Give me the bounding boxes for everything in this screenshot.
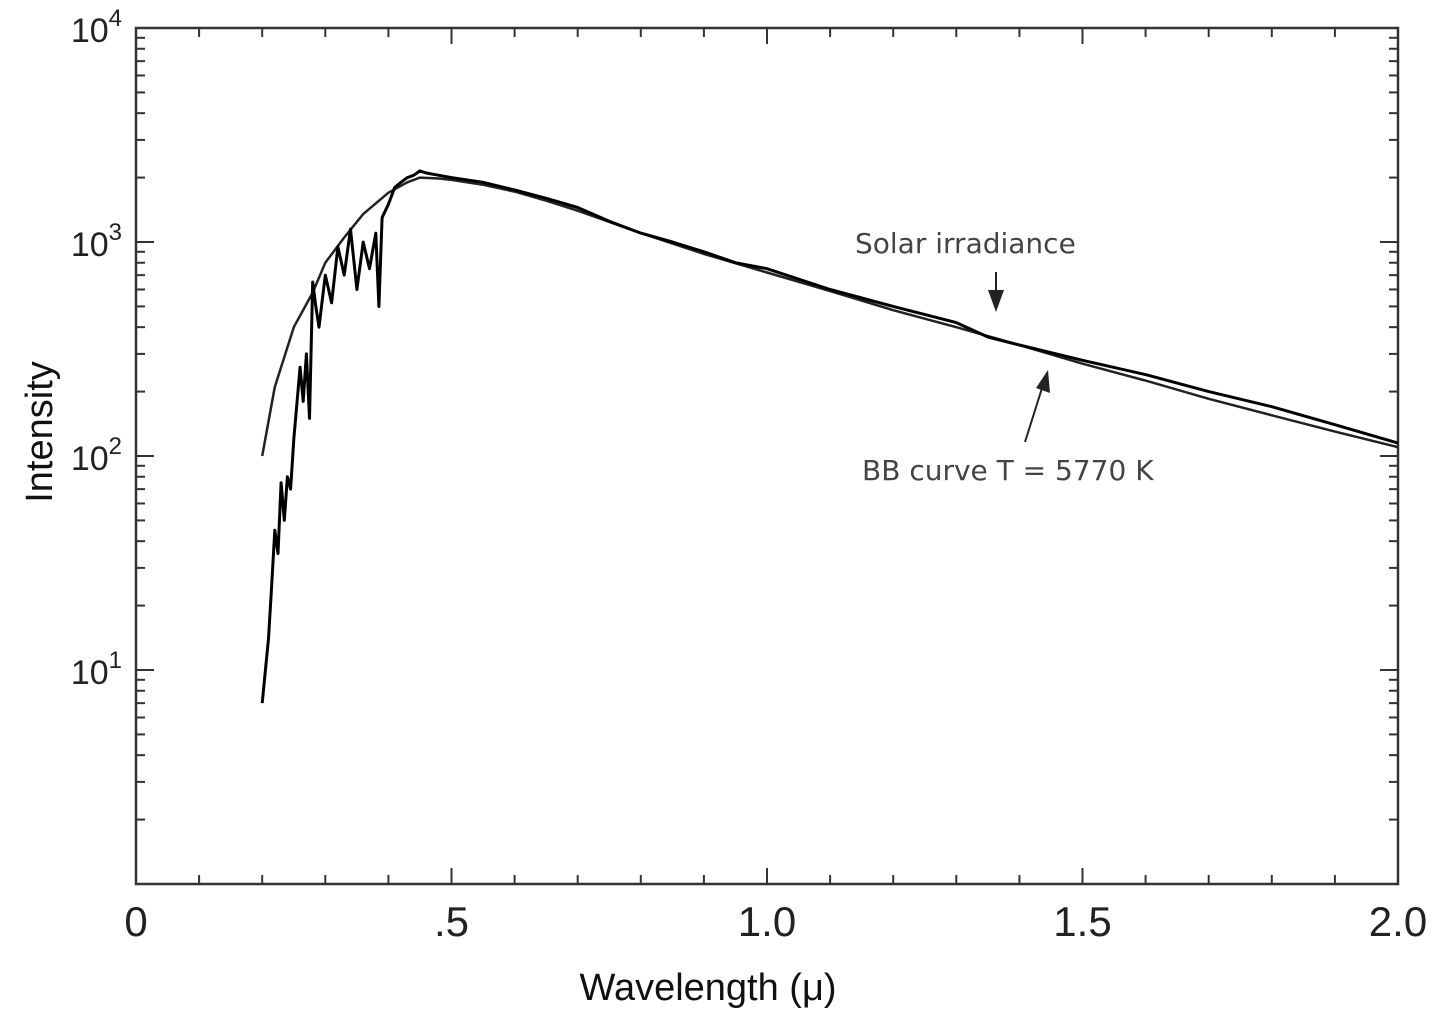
- y-axis-title: Intensity: [19, 361, 61, 503]
- tick-labels: 0 .5 1.0 1.5 2.0 101 102 103 104: [71, 5, 1427, 945]
- solar-irradiance-line: [260, 169, 1399, 704]
- y-tick-label: 101: [71, 647, 122, 692]
- y-tick-label: 103: [71, 219, 122, 264]
- y-tick-label: 104: [71, 5, 122, 50]
- x-tick-label: 2.0: [1369, 898, 1427, 945]
- y-tick-label: 102: [71, 433, 122, 478]
- x-tick-label: .5: [434, 898, 469, 945]
- x-tick-label: 1.0: [738, 898, 796, 945]
- x-tick-label: 0: [124, 898, 147, 945]
- solar-irradiance-annotation: Solar irradiance: [855, 227, 1076, 260]
- bb-curve-arrow-head: [1036, 370, 1050, 393]
- bb-curve-annotation: BB curve T = 5770 K: [862, 454, 1154, 487]
- plot-frame: [134, 26, 1400, 886]
- bb-curve-arrow-shaft: [1024, 384, 1044, 443]
- annotation-layer: Solar irradiance BB curve T = 5770 K: [855, 227, 1154, 487]
- x-axis-title: Wavelength (μ): [579, 967, 836, 1009]
- solar-irradiance-arrow-head: [988, 290, 1004, 312]
- x-tick-label: 1.5: [1053, 898, 1111, 945]
- series-layer: [260, 169, 1399, 704]
- tick-marks: [135, 28, 1399, 885]
